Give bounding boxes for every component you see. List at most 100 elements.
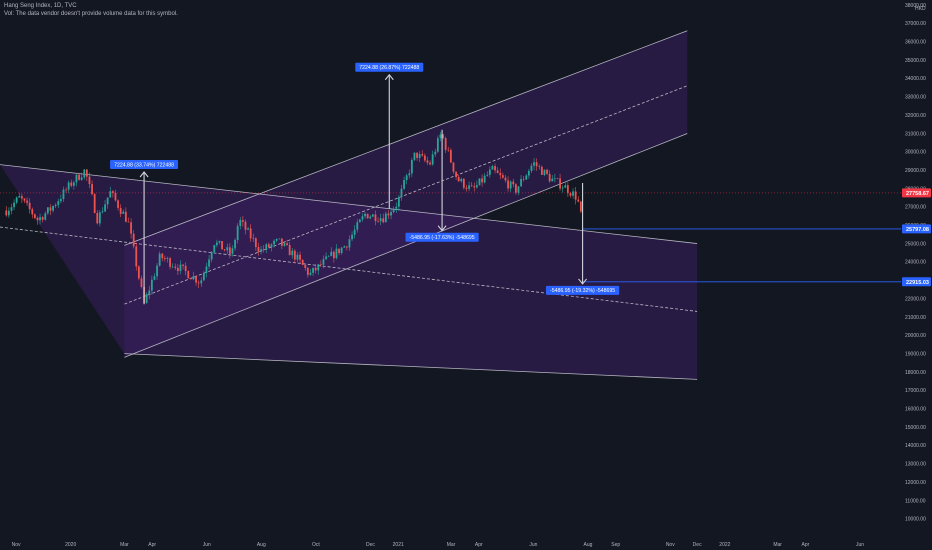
candle-body <box>161 253 164 259</box>
candle-body <box>473 186 476 188</box>
candle-body <box>179 264 182 272</box>
price-tag[interactable]: 25797.08 <box>902 224 931 234</box>
candle-body <box>468 185 470 189</box>
candle-body <box>275 238 278 241</box>
price-tag[interactable]: 27758.67 <box>902 188 931 198</box>
currency-label: HKD <box>915 6 926 12</box>
candle-body <box>117 200 119 208</box>
candle-body <box>377 221 379 222</box>
candle-body <box>122 211 125 214</box>
measure-label-3[interactable]: -5486.95 (-17.63%) -548695 <box>405 232 479 242</box>
measure-label-2[interactable]: 7224.88 (26.87%) 722488 <box>355 62 424 72</box>
candle-body <box>124 211 127 222</box>
candle-body <box>306 268 309 275</box>
y-tick-label: 37000.00 <box>905 21 926 27</box>
candle-body <box>488 169 491 175</box>
descending-channel-middle-line <box>0 226 698 312</box>
x-tick-label: Mar <box>773 542 782 548</box>
candle-body <box>429 162 431 165</box>
measure-label-bg <box>405 232 479 242</box>
candle-body <box>520 179 522 187</box>
candle-body <box>119 207 122 214</box>
candle-body <box>343 246 346 248</box>
volume-note: Vol: The data vendor doesn't provide vol… <box>4 11 178 17</box>
candle-body <box>234 240 236 249</box>
y-tick-label: 34000.00 <box>905 76 926 82</box>
y-tick-label: 17000.00 <box>905 388 926 394</box>
measurement-layer[interactable]: 7224.88 (33.74%) 722488 7224.88 (26.87%) … <box>0 62 903 305</box>
candle-body <box>423 155 426 161</box>
candle-body <box>218 241 221 243</box>
candle-body <box>460 178 463 182</box>
candle-body <box>106 197 109 205</box>
candle-body <box>530 165 533 171</box>
x-tick-label: Jun <box>529 542 537 548</box>
candle-body <box>236 225 239 241</box>
descending-channel-upper-line <box>0 164 698 244</box>
candle-body <box>153 276 156 280</box>
measure-label-text: -5486.95 (-17.63%) -548695 <box>409 235 474 241</box>
ascending-channel-upper-line <box>124 30 688 246</box>
candle-body <box>270 244 273 248</box>
candle-body <box>257 247 260 252</box>
x-tick-label: Nov <box>12 542 21 548</box>
candle-body <box>52 205 54 211</box>
candle-body <box>413 152 416 160</box>
candle-body <box>44 213 47 220</box>
candle-body <box>197 282 200 284</box>
candle-body <box>101 211 104 213</box>
candle-body <box>335 248 338 259</box>
candle-body <box>527 170 530 176</box>
x-tick-label: Aug <box>257 542 266 548</box>
x-tick-label: Dec <box>693 542 702 548</box>
candle-body <box>400 188 403 198</box>
candle-body <box>132 233 135 247</box>
candle-body <box>533 162 535 166</box>
candle-body <box>444 138 447 150</box>
candle-body <box>98 212 101 224</box>
candle-body <box>62 189 65 199</box>
candle-body <box>338 248 340 254</box>
candle-body <box>517 186 520 193</box>
candle-body <box>410 159 413 174</box>
candle-body <box>18 196 21 198</box>
candle-body <box>241 220 244 222</box>
y-tick-label: 16000.00 <box>905 407 926 413</box>
candle-body <box>462 178 465 188</box>
candle-body <box>374 214 377 222</box>
measure-label-1[interactable]: 7224.88 (33.74%) 722488 <box>110 159 179 169</box>
candle-body <box>569 193 572 196</box>
candle-body <box>80 177 83 180</box>
candle-body <box>322 259 325 265</box>
measure-label-4[interactable]: -5486.95 (-19.32%) -548695 <box>545 285 620 295</box>
candle-body <box>114 192 117 201</box>
price-tag[interactable]: 22915.03 <box>902 277 931 287</box>
candle-body <box>96 212 99 224</box>
candle-body <box>392 208 395 213</box>
candle-body <box>296 254 299 260</box>
candle-body <box>166 258 169 259</box>
candle-body <box>215 242 218 246</box>
candle-body <box>267 244 270 248</box>
ascending-channel-fill <box>124 30 688 358</box>
candle-body <box>145 294 148 303</box>
x-tick-label: Apr <box>148 542 156 548</box>
candle-body <box>395 206 398 209</box>
candle-body <box>226 247 229 251</box>
candle-body <box>403 180 405 189</box>
candle-body <box>416 152 418 158</box>
candle-body <box>348 239 351 248</box>
candle-body <box>75 174 78 183</box>
candle-body <box>504 177 507 181</box>
candle-body <box>514 184 517 193</box>
time-axis[interactable]: Nov 2020 Mar Apr Jun Aug Oct Dec 2021 Mar Apr Jun Au… <box>0 538 932 550</box>
ascending-channel-middle-line <box>124 85 688 305</box>
y-tick-label: 14000.00 <box>905 443 926 449</box>
candle-body <box>78 174 80 180</box>
candle-body <box>171 266 174 268</box>
candle-body <box>176 267 179 272</box>
price-axis[interactable]: 10000.00 11000.00 12000.00 13000.00 14000.00… <box>901 0 932 540</box>
candle-body <box>5 210 8 216</box>
chart-title: Hang Seng Index, 1D, TVC <box>4 3 77 9</box>
